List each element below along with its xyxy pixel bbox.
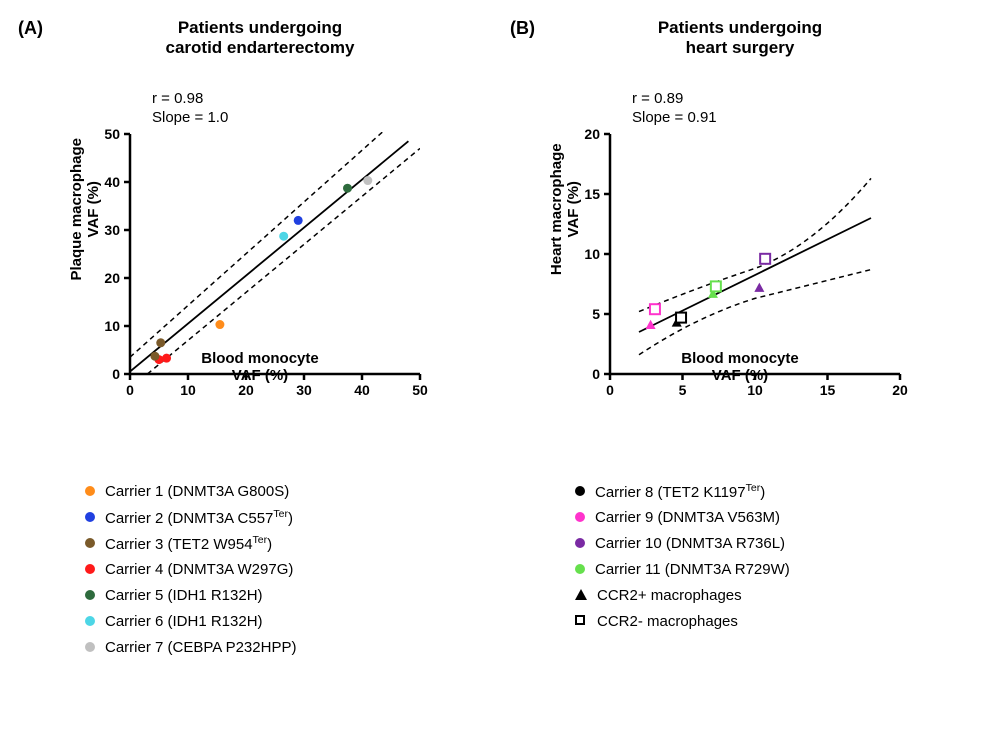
legend-label: Carrier 1 (DNMT3A G800S): [105, 483, 289, 500]
legend-item: Carrier 9 (DNMT3A V563M): [575, 504, 790, 530]
svg-text:20: 20: [584, 126, 600, 142]
legend-label: Carrier 6 (IDH1 R132H): [105, 613, 263, 630]
legend-swatch: [85, 538, 95, 548]
panel-a-legend: Carrier 1 (DNMT3A G800S) Carrier 2 (DNMT3…: [85, 478, 296, 660]
legend-swatch: [575, 564, 585, 574]
svg-text:20: 20: [104, 270, 120, 286]
legend-item: Carrier 10 (DNMT3A R736L): [575, 530, 790, 556]
legend-swatch: [85, 486, 95, 496]
legend-item: CCR2+ macrophages: [575, 582, 790, 608]
triangle-icon: [575, 589, 587, 601]
panel-a-title-line1: Patients undergoing: [178, 18, 342, 37]
legend-label: Carrier 4 (DNMT3A W297G): [105, 561, 293, 578]
panel-b: Patients undergoing heart surgery Heart …: [520, 12, 960, 442]
legend-label: Carrier 8 (TET2 K1197Ter): [595, 482, 765, 501]
legend-item: Carrier 6 (IDH1 R132H): [85, 608, 296, 634]
legend-item: Carrier 11 (DNMT3A R729W): [575, 556, 790, 582]
legend-item: CCR2- macrophages: [575, 608, 790, 634]
svg-text:10: 10: [584, 246, 600, 262]
panel-b-legend: Carrier 8 (TET2 K1197Ter) Carrier 9 (DNMT…: [575, 478, 790, 634]
panel-a: Patients undergoing carotid endarterecto…: [40, 12, 480, 442]
legend-swatch: [575, 512, 585, 522]
panel-b-title-line1: Patients undergoing: [658, 18, 822, 37]
legend-item: Carrier 3 (TET2 W954Ter): [85, 530, 296, 556]
legend-label: Carrier 5 (IDH1 R132H): [105, 587, 263, 604]
panel-a-annot-r: r = 0.98: [152, 90, 203, 107]
panel-a-xlabel-line2: VAF (%): [232, 367, 288, 384]
panel-b-xlabel-line1: Blood monocyte: [681, 350, 799, 367]
legend-label: CCR2+ macrophages: [597, 587, 742, 604]
panel-b-xlabel: Blood monocyte VAF (%): [555, 350, 925, 385]
legend-swatch: [85, 512, 95, 522]
legend-item: Carrier 8 (TET2 K1197Ter): [575, 478, 790, 504]
legend-item: Carrier 5 (IDH1 R132H): [85, 582, 296, 608]
legend-item: Carrier 2 (DNMT3A C557Ter): [85, 504, 296, 530]
panel-a-xlabel-line1: Blood monocyte: [201, 350, 319, 367]
panel-b-title: Patients undergoing heart surgery: [555, 18, 925, 59]
legend-label: Carrier 9 (DNMT3A V563M): [595, 509, 780, 526]
svg-text:50: 50: [104, 126, 120, 142]
legend-label: Carrier 2 (DNMT3A C557Ter): [105, 508, 293, 527]
legend-item: Carrier 4 (DNMT3A W297G): [85, 556, 296, 582]
panel-b-xlabel-line2: VAF (%): [712, 367, 768, 384]
legend-swatch: [575, 486, 585, 496]
legend-label: Carrier 3 (TET2 W954Ter): [105, 534, 272, 553]
legend-label: Carrier 11 (DNMT3A R729W): [595, 561, 790, 578]
panel-b-annot-slope: Slope = 0.91: [632, 109, 717, 126]
square-icon: [575, 615, 587, 627]
panel-a-title: Patients undergoing carotid endarterecto…: [75, 18, 445, 59]
svg-text:30: 30: [104, 222, 120, 238]
legend-swatch: [85, 642, 95, 652]
svg-text:15: 15: [584, 186, 600, 202]
legend-item: Carrier 7 (CEBPA P232HPP): [85, 634, 296, 660]
panel-a-annot-slope: Slope = 1.0: [152, 109, 228, 126]
legend-swatch: [85, 616, 95, 626]
legend-swatch: [575, 538, 585, 548]
legend-label: CCR2- macrophages: [597, 613, 738, 630]
panel-a-title-line2: carotid endarterectomy: [166, 38, 355, 57]
legend-label: Carrier 10 (DNMT3A R736L): [595, 535, 785, 552]
legend-label: Carrier 7 (CEBPA P232HPP): [105, 639, 296, 656]
legend-swatch: [85, 564, 95, 574]
svg-text:10: 10: [104, 318, 120, 334]
panel-b-annot-r: r = 0.89: [632, 90, 683, 107]
panel-b-title-line2: heart surgery: [686, 38, 795, 57]
figure-page: (A) (B) Patients undergoing carotid enda…: [0, 0, 998, 756]
svg-text:5: 5: [592, 306, 600, 322]
legend-item: Carrier 1 (DNMT3A G800S): [85, 478, 296, 504]
panel-a-xlabel: Blood monocyte VAF (%): [75, 350, 445, 385]
legend-swatch: [85, 590, 95, 600]
svg-text:40: 40: [104, 174, 120, 190]
